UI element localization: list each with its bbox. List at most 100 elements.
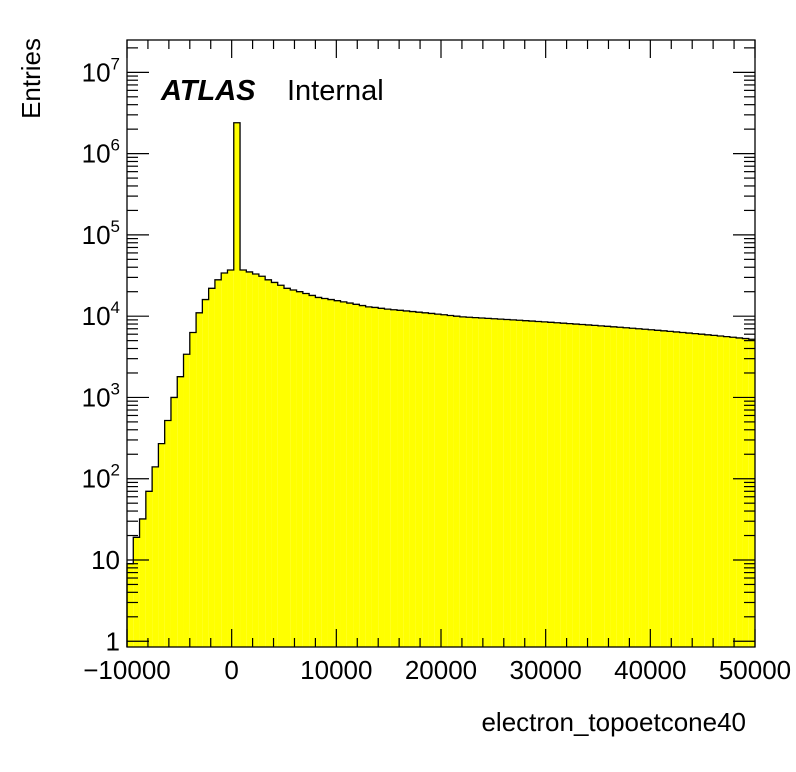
histogram-bar xyxy=(654,330,661,647)
status-label: Internal xyxy=(287,75,384,107)
axes xyxy=(126,39,756,648)
histogram-bar xyxy=(503,319,511,647)
histogram-bar xyxy=(415,312,423,647)
histogram-bar xyxy=(491,318,498,647)
histogram-bar xyxy=(152,466,159,647)
histogram-outline xyxy=(126,122,755,647)
histogram-bar xyxy=(346,303,354,647)
histogram-bar xyxy=(170,397,178,647)
y-tick-label: 1 xyxy=(106,626,120,656)
histogram-bar xyxy=(145,491,153,647)
x-tick-label: 0 xyxy=(224,655,238,685)
x-tick-label: 40000 xyxy=(614,655,686,685)
y-tick-label: 107 xyxy=(82,54,120,87)
histogram-bar xyxy=(453,316,460,647)
tick-labels: −10000 0 10000 20000 30000 40000 50000 1 10 102 10… xyxy=(82,54,792,685)
histogram-bar xyxy=(139,518,146,647)
histogram-bar xyxy=(359,305,366,647)
histogram-bar xyxy=(660,330,668,647)
histogram-bar xyxy=(579,324,586,647)
atlas-label: ATLAS xyxy=(160,75,256,107)
histogram-bar xyxy=(510,319,517,647)
histogram-bar xyxy=(309,295,316,647)
histogram-bar xyxy=(409,311,416,647)
histogram-bar xyxy=(616,327,624,647)
histogram-bar xyxy=(478,317,485,647)
histogram-bar xyxy=(472,317,479,647)
histogram-bar xyxy=(528,321,536,647)
histogram-bar xyxy=(497,319,504,647)
y-tick-label: 105 xyxy=(82,217,120,250)
histogram-bar xyxy=(629,328,636,647)
histogram-bar xyxy=(667,331,674,647)
histogram-bar xyxy=(466,317,473,647)
histogram-bar xyxy=(522,320,529,647)
histogram-bar xyxy=(434,314,441,647)
histogram-bar xyxy=(698,334,705,647)
histogram-bar xyxy=(384,309,391,647)
histogram-bar xyxy=(277,285,284,647)
histogram-bar xyxy=(208,288,215,647)
y-tick-label: 106 xyxy=(82,136,120,169)
x-tick-label: −10000 xyxy=(83,655,170,685)
histogram-bar xyxy=(535,321,542,647)
histogram-bar xyxy=(711,335,718,647)
histogram-bar xyxy=(441,314,448,647)
histogram-bar xyxy=(704,334,712,647)
y-tick-label: 103 xyxy=(82,379,120,412)
x-tick-label: 50000 xyxy=(719,655,791,685)
histogram-bar xyxy=(227,269,234,647)
histogram-bar xyxy=(265,279,272,647)
histogram-bar xyxy=(610,326,617,647)
histogram-bar xyxy=(692,333,699,647)
histogram-bar xyxy=(340,301,347,647)
histogram-bar xyxy=(591,325,598,647)
histogram-bar xyxy=(641,329,649,647)
histogram-bar xyxy=(673,331,680,647)
histogram-bar xyxy=(560,323,567,647)
histogram-bar xyxy=(566,323,573,647)
histogram-bar xyxy=(729,337,737,647)
histogram-bar xyxy=(723,336,730,647)
histogram-bar xyxy=(484,318,492,647)
histogram-bar xyxy=(623,327,630,647)
histogram-bar xyxy=(327,299,335,647)
histogram-bar xyxy=(334,300,341,647)
y-tick-label: 102 xyxy=(82,461,120,494)
histogram-bar xyxy=(296,291,303,647)
histogram-bar xyxy=(390,309,398,647)
histogram-bar xyxy=(189,332,197,647)
histogram-bar xyxy=(127,563,134,647)
histogram-bar xyxy=(221,272,228,647)
histogram-bar xyxy=(302,293,310,647)
histogram-bar xyxy=(685,333,693,647)
histogram-bars xyxy=(126,122,755,648)
histogram-bar xyxy=(447,315,454,647)
histogram-bar xyxy=(679,332,686,647)
y-tick-label: 104 xyxy=(82,298,120,331)
histogram-bar xyxy=(315,297,322,647)
histogram-bar xyxy=(459,316,467,647)
histogram-bar xyxy=(365,306,372,647)
histogram-bar xyxy=(371,307,379,647)
histogram-bar xyxy=(635,328,642,647)
histogram-bar xyxy=(428,313,435,647)
histogram-bar xyxy=(183,354,190,647)
histogram-bar xyxy=(604,326,611,647)
histogram-bar xyxy=(422,312,429,647)
histogram-bar xyxy=(748,339,755,647)
histogram-bar xyxy=(202,299,209,647)
x-tick-label: 10000 xyxy=(300,655,372,685)
histogram-bar xyxy=(516,320,523,647)
histogram-bar xyxy=(246,271,253,647)
histogram-bar xyxy=(397,310,404,647)
histogram-bar xyxy=(648,329,655,647)
histogram-bar xyxy=(271,282,278,647)
x-axis-title: electron_topoetcone40 xyxy=(481,707,746,737)
histogram-bar xyxy=(258,276,266,647)
histogram-bar xyxy=(164,420,171,647)
histogram-bar xyxy=(717,336,724,647)
histogram-bar xyxy=(290,289,297,647)
histogram-bar xyxy=(177,376,184,647)
